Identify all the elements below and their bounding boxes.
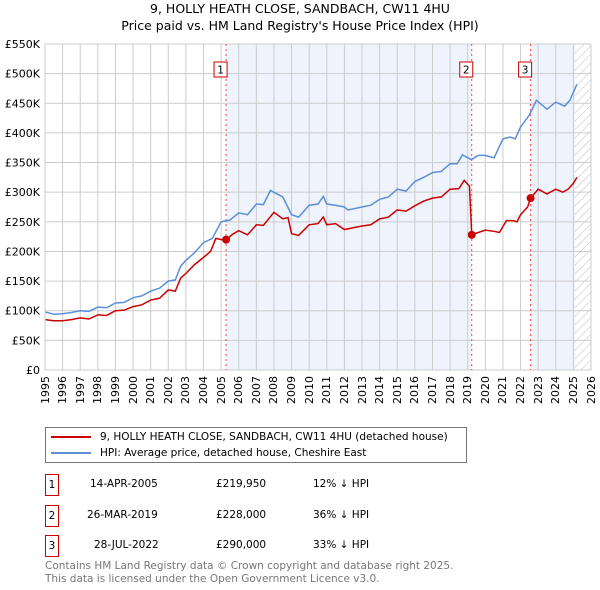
legend-swatch-blue [51,452,91,454]
hpi-line [44,84,578,316]
x-tick-label: 2003 [179,376,193,404]
x-tick-label: 2010 [302,376,316,404]
x-tick-label: 1996 [56,376,70,404]
sale-marker-label: 3 [522,65,529,77]
sale-marker-box [213,61,228,78]
x-tick-label: 2016 [408,376,422,404]
chart-title: 9, HOLLY HEATH CLOSE, SANDBACH, CW11 4HU [150,1,450,16]
y-tick-label: £100K [5,305,41,318]
sale-hpi-diff: 36% ↓ HPI [313,509,370,521]
sale-marker-label: 1 [217,65,224,77]
y-tick-label: £550K [5,38,41,51]
x-tick-label: 2022 [514,376,528,404]
sale-hpi-diff: 33% ↓ HPI [313,539,370,551]
forecast-hatch [575,44,591,370]
y-tick-label: £300K [5,186,41,199]
sale-marker-label: 2 [463,65,470,77]
sale-row: 2 26-MAR-2019 £228,000 36% ↓ HPI [45,505,465,527]
sale-point [467,230,476,239]
x-tick-label: 2012 [337,376,351,404]
x-tick-label: 2025 [566,376,580,404]
sale-row: 1 14-APR-2005 £219,950 12% ↓ HPI [45,474,465,496]
x-tick-label: 2018 [443,376,457,404]
legend-swatch-red [51,436,91,438]
x-tick-label: 2026 [584,376,598,404]
sale-marker-box [518,61,533,78]
sale-point [526,194,535,203]
x-tick-label: 2008 [267,376,281,404]
y-tick-label: £150K [5,275,41,288]
sale-hpi-diff: 12% ↓ HPI [313,478,370,490]
sale-date: 28-JUL-2022 [94,539,159,551]
sale-marker-box [459,61,474,78]
x-tick-label: 2000 [126,376,140,404]
y-tick-label: £450K [5,97,41,110]
x-tick-label: 2023 [531,376,545,404]
sale-date: 14-APR-2005 [90,478,158,490]
plot-area: £0 £50K £100K £150K £200K £250K £300K £350K £400… [5,38,592,375]
x-tick-label: 2019 [461,376,475,404]
y-tick-label: £400K [5,127,41,140]
chart-subtitle: Price paid vs. HM Land Registry's House … [121,18,479,33]
y-tick-label: £250K [5,216,41,229]
x-tick-label: 2011 [320,376,334,404]
x-tick-label: 2007 [249,376,263,404]
legend-item-property: 9, HOLLY HEATH CLOSE, SANDBACH, CW11 4HU… [51,429,448,445]
sale-price: £219,950 [216,478,267,490]
x-tick-label: 2015 [390,376,404,404]
footer-copyright: Contains HM Land Registry data © Crown c… [45,560,454,572]
x-tick-label: 1997 [73,376,87,404]
sale-row: 3 28-JUL-2022 £290,000 33% ↓ HPI [45,535,465,557]
x-tick-label: 1995 [38,376,52,404]
x-tick-label: 2024 [549,376,563,404]
shaded-period [530,44,576,370]
x-tick-label: 2009 [285,376,299,404]
x-tick-label: 1999 [108,376,122,404]
legend: 9, HOLLY HEATH CLOSE, SANDBACH, CW11 4HU… [45,427,467,463]
sale-marker-label: 3 [45,535,59,557]
sale-marker-label: 2 [45,505,59,527]
y-tick-label: £50K [12,334,41,347]
sale-point [222,235,231,244]
y-tick-label: £500K [5,68,41,81]
y-tick-label: £0 [26,364,40,375]
x-tick-label: 2013 [355,376,369,404]
sale-price: £228,000 [216,509,267,521]
x-tick-label: 2014 [373,376,387,404]
sale-marker-label: 1 [45,474,59,496]
legend-label: 9, HOLLY HEATH CLOSE, SANDBACH, CW11 4HU… [100,431,448,443]
x-tick-label: 2006 [232,376,246,404]
x-tick-label: 2001 [144,376,158,404]
x-tick-label: 1998 [91,376,105,404]
x-tick-label: 2002 [161,376,175,404]
shaded-period [226,44,472,370]
x-tick-label: 2017 [425,376,439,404]
x-tick-label: 2005 [214,376,228,404]
legend-item-hpi: HPI: Average price, detached house, Ches… [51,445,366,461]
footer-licence: This data is licensed under the Open Gov… [45,573,380,585]
x-tick-label: 2020 [478,376,492,404]
x-tick-label: 2004 [197,376,211,404]
sale-date: 26-MAR-2019 [87,509,158,521]
y-tick-label: £350K [5,157,41,170]
legend-label: HPI: Average price, detached house, Ches… [100,447,367,459]
property-price-line [44,176,578,322]
x-tick-label: 2021 [496,376,510,404]
y-tick-label: £200K [5,245,41,258]
sale-price: £290,000 [216,539,267,551]
